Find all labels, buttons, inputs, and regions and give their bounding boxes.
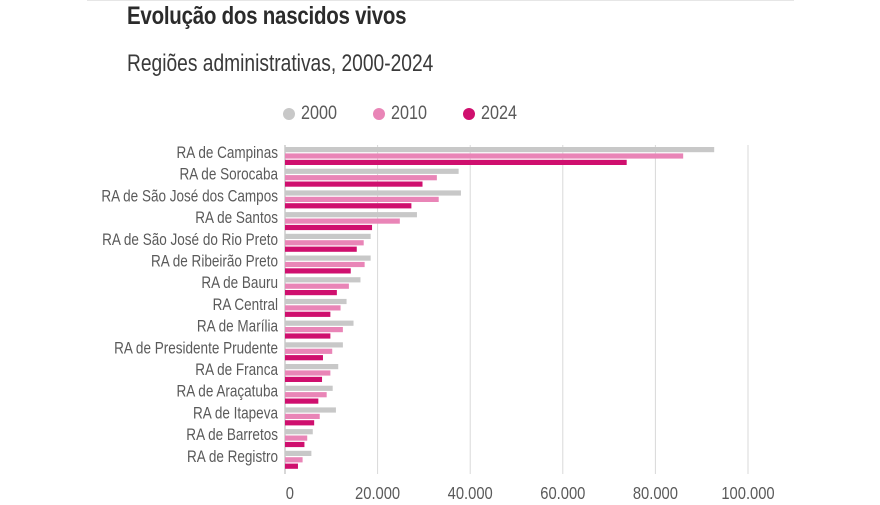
category-label: RA de Barretos [186, 426, 278, 445]
bar-2024 [285, 333, 331, 339]
bar-2024 [285, 311, 331, 317]
bar-2000 [285, 450, 312, 456]
x-tick-label: 60.000 [540, 484, 585, 504]
category-label: RA de Sorocaba [180, 165, 279, 184]
legend-item-2024[interactable]: 2024 [463, 103, 527, 125]
bar-2010 [285, 348, 333, 354]
bar-2024 [285, 441, 305, 448]
bar-2000 [285, 147, 715, 153]
bar-2024 [285, 355, 323, 361]
bar-2000 [285, 364, 339, 370]
bar-2024 [285, 246, 357, 252]
bar-2010 [285, 435, 308, 441]
category-label: RA de Campinas [177, 144, 278, 163]
top-rule [87, 0, 794, 1]
bar-2024 [285, 398, 319, 404]
bar-2010 [285, 240, 364, 246]
bar-2010 [285, 457, 303, 463]
bar-2000 [285, 255, 371, 261]
bar-2000 [285, 429, 313, 435]
chart-legend: 2000 2010 2024 [283, 103, 553, 125]
bar-2000 [285, 190, 461, 196]
x-tick-label: 20.000 [355, 484, 400, 504]
bar-2024 [285, 290, 337, 296]
bar-2010 [285, 327, 343, 333]
legend-label-2010: 2010 [391, 103, 427, 124]
bar-2024 [285, 159, 627, 165]
category-label: RA Central [213, 296, 278, 315]
bar-2024 [285, 420, 315, 426]
bar-2000 [285, 342, 343, 348]
bar-2024 [285, 224, 373, 231]
bar-2024 [285, 203, 412, 209]
bar-2010 [285, 261, 365, 268]
bar-2000 [285, 407, 336, 413]
bar-2010 [285, 370, 331, 376]
bar-2000 [285, 385, 333, 391]
legend-item-2000[interactable]: 2000 [283, 103, 347, 125]
x-tick-label: 80.000 [633, 484, 678, 504]
x-tick-label: 0 [286, 484, 294, 504]
chart-subtitle: Regiões administrativas, 2000-2024 [127, 50, 434, 77]
category-label: RA de Ribeirão Preto [151, 252, 278, 271]
x-tick-label: 40.000 [448, 484, 493, 504]
bar-2000 [285, 212, 417, 218]
bar-2010 [285, 218, 400, 224]
bar-2000 [285, 298, 347, 305]
bar-2024 [285, 268, 351, 274]
bar-2024 [285, 181, 423, 187]
legend-label-2000: 2000 [301, 103, 337, 124]
category-label: RA de Presidente Prudente [114, 339, 278, 358]
category-label: RA de Bauru [201, 274, 278, 293]
category-label: RA de Santos [195, 209, 278, 228]
bar-2024 [285, 376, 323, 382]
category-label: RA de Itapeva [193, 404, 278, 423]
bar-2024 [285, 463, 298, 469]
chart-title: Evolução dos nascidos vivos [127, 2, 407, 30]
bar-2000 [285, 168, 459, 174]
category-label: RA de São José do Rio Preto [102, 231, 278, 250]
x-tick-label: 100.000 [721, 484, 774, 504]
bar-2010 [285, 305, 341, 311]
bar-2010 [285, 175, 437, 181]
bar-2000 [285, 233, 371, 239]
category-label: RA de São José dos Campos [101, 187, 278, 206]
legend-item-2010[interactable]: 2010 [373, 103, 437, 125]
bar-2010 [285, 153, 684, 159]
category-label: RA de Marília [197, 317, 279, 336]
legend-marker-2024 [463, 108, 475, 120]
bar-2010 [285, 392, 327, 398]
legend-marker-2000 [283, 108, 295, 120]
bar-2000 [285, 277, 361, 283]
category-label: RA de Registro [187, 448, 278, 467]
legend-marker-2010 [373, 108, 385, 120]
bar-2000 [285, 320, 354, 326]
bar-2010 [285, 413, 320, 419]
category-label: RA de Franca [195, 361, 278, 380]
bar-2010 [285, 283, 349, 289]
legend-label-2024: 2024 [481, 103, 517, 124]
category-label: RA de Araçatuba [177, 382, 279, 401]
bar-2010 [285, 196, 439, 202]
